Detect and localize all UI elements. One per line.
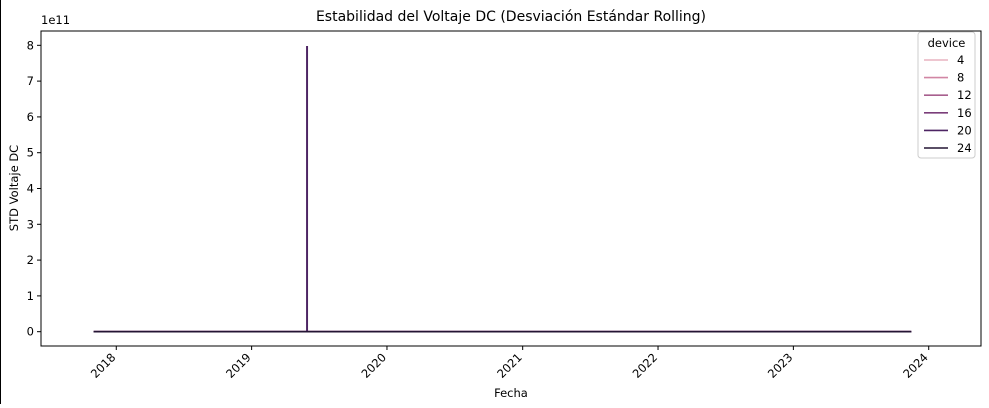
window-edge: [0, 0, 1, 404]
y-tick-label: 7: [27, 74, 34, 88]
y-tick-label: 6: [27, 110, 34, 124]
chart-title: Estabilidad del Voltaje DC (Desviación E…: [316, 9, 706, 25]
legend-label-8: 8: [957, 71, 964, 85]
legend: device 4 8 12 16 20 24: [917, 31, 976, 159]
y-tick-label: 3: [27, 217, 34, 231]
y-tick-label: 1: [27, 289, 34, 303]
x-tick-label: 2022: [630, 350, 661, 381]
legend-label-20: 20: [957, 123, 972, 137]
legend-label-12: 12: [957, 88, 972, 102]
y-tick-label: 0: [27, 325, 34, 339]
y-tick-label: 8: [27, 38, 34, 52]
x-tick-label: 2019: [223, 350, 254, 381]
series-lines: [93, 45, 912, 333]
x-tick-label: 2023: [765, 350, 796, 381]
x-axis: 2018 2019 2020 2021 2022 2023 2024: [88, 346, 931, 381]
y-tick-label: 4: [27, 182, 34, 196]
legend-label-16: 16: [957, 106, 972, 120]
y-tick-label: 2: [27, 253, 34, 267]
x-tick-label: 2020: [358, 350, 389, 381]
series-line-20: [93, 45, 912, 333]
y-offset-label: 1e11: [41, 13, 70, 27]
x-tick-label: 2024: [900, 350, 931, 381]
legend-label-4: 4: [957, 53, 964, 67]
y-axis-label: STD Voltaje DC: [7, 145, 21, 231]
y-tick-label: 5: [27, 146, 34, 160]
legend-title: device: [928, 36, 966, 50]
y-axis: 0 1 2 3 4 5 6 7 8: [27, 38, 41, 339]
plot-area: [40, 30, 982, 347]
legend-label-24: 24: [957, 141, 972, 155]
legend-entries: 4 8 12 16 20 24: [924, 53, 972, 155]
x-tick-label: 2021: [494, 350, 525, 381]
x-tick-label: 2018: [88, 350, 119, 381]
x-axis-label: Fecha: [494, 386, 528, 400]
